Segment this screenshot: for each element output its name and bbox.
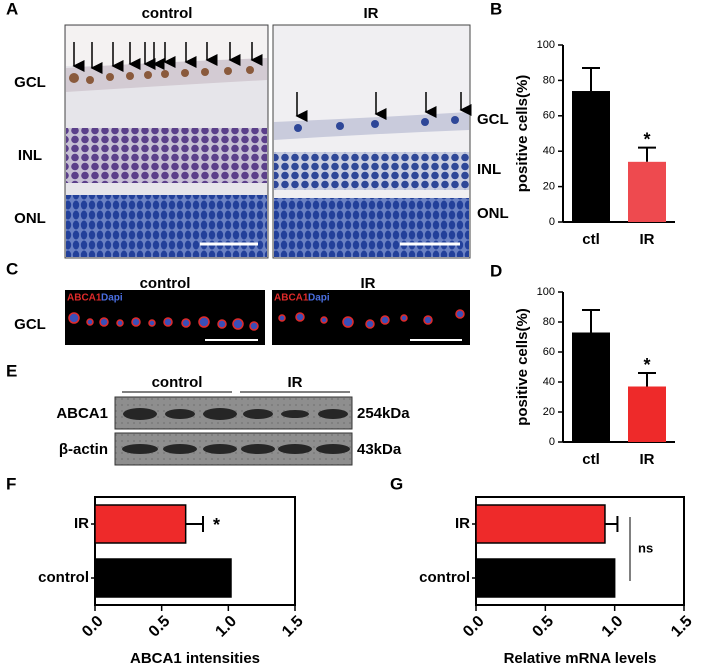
x-tick-label: 1.5 [668, 613, 696, 641]
layer-label: GCL [477, 111, 509, 128]
bar [475, 558, 616, 598]
size-label: 43kDa [357, 441, 402, 458]
layer-label: INL [18, 147, 42, 164]
micrograph-control [64, 24, 269, 259]
x-tick-label: 1.5 [279, 613, 307, 641]
y-tick-label: IR [74, 515, 89, 532]
micrograph-ir [272, 24, 472, 259]
layer-label: ONL [477, 205, 509, 222]
x-tick-label: IR [640, 451, 655, 468]
bar [94, 504, 187, 544]
x-tick-label: ctl [582, 231, 600, 248]
x-tick-label: 1.0 [212, 613, 240, 641]
y-axis-label: positive cells(%) [514, 75, 531, 193]
group-label: IR [288, 374, 303, 391]
panel-label: B [490, 0, 502, 18]
layer-label: GCL [14, 316, 46, 333]
bar [475, 504, 606, 544]
panel-label: F [6, 474, 16, 493]
x-axis-label: Relative mRNA levels [504, 650, 657, 667]
x-tick-label: IR [640, 231, 655, 248]
x-tick-label: 0.5 [529, 613, 557, 641]
layer-label: GCL [14, 74, 46, 91]
stain-label: Dapi [308, 293, 330, 304]
frame [475, 496, 685, 606]
stain-label: ABCA1 [274, 293, 309, 304]
fluorescence-control [65, 290, 265, 345]
y-axis-label: positive cells(%) [514, 308, 531, 426]
image-title: IR [361, 275, 376, 292]
x-tick-label: 0.0 [460, 613, 488, 641]
western-blot [114, 391, 353, 466]
y-tick-label: 80 [543, 316, 555, 328]
bar [628, 161, 666, 222]
stain-label: ABCA1 [67, 293, 102, 304]
panel-label: D [490, 261, 502, 280]
annotation: * [213, 515, 220, 535]
annotation: * [643, 129, 650, 149]
panel-label: E [6, 361, 17, 380]
x-tick-label: 1.0 [599, 613, 627, 641]
y-tick-label: 60 [543, 346, 555, 358]
x-tick-label: 0.5 [146, 613, 174, 641]
y-tick-label: IR [455, 515, 470, 532]
y-tick-label: 100 [537, 39, 555, 51]
protein-label: β-actin [59, 441, 108, 458]
bar [572, 332, 610, 442]
y-tick-label: 0 [549, 436, 555, 448]
y-tick-label: 60 [543, 110, 555, 122]
y-tick-label: 0 [549, 216, 555, 228]
x-tick-label: ctl [582, 451, 600, 468]
stain-label: Dapi [101, 293, 123, 304]
protein-label: ABCA1 [56, 405, 108, 422]
frame [94, 496, 296, 606]
x-axis-label: ABCA1 intensities [130, 650, 260, 667]
y-tick-label: 100 [537, 286, 555, 298]
y-tick-label: 40 [543, 376, 555, 388]
group-label: control [152, 374, 203, 391]
size-label: 254kDa [357, 405, 410, 422]
bar [94, 558, 232, 598]
panel-label: C [6, 259, 18, 278]
y-tick-label: 80 [543, 74, 555, 86]
y-tick-label: control [38, 569, 89, 586]
layer-label: INL [477, 161, 501, 178]
panel-label: G [390, 474, 403, 493]
bar [572, 91, 610, 223]
y-tick-label: 20 [543, 181, 555, 193]
image-title: IR [364, 5, 379, 22]
x-tick-label: 0.0 [79, 613, 107, 641]
layer-label: ONL [14, 210, 46, 227]
y-tick-label: control [419, 569, 470, 586]
y-tick-label: 40 [543, 145, 555, 157]
annotation: * [643, 355, 650, 375]
panel-label: A [6, 0, 18, 18]
annotation: ns [638, 540, 653, 555]
bar [628, 386, 666, 442]
image-title: control [140, 275, 191, 292]
fluorescence-ir [272, 290, 470, 345]
image-title: control [142, 5, 193, 22]
y-tick-label: 20 [543, 406, 555, 418]
